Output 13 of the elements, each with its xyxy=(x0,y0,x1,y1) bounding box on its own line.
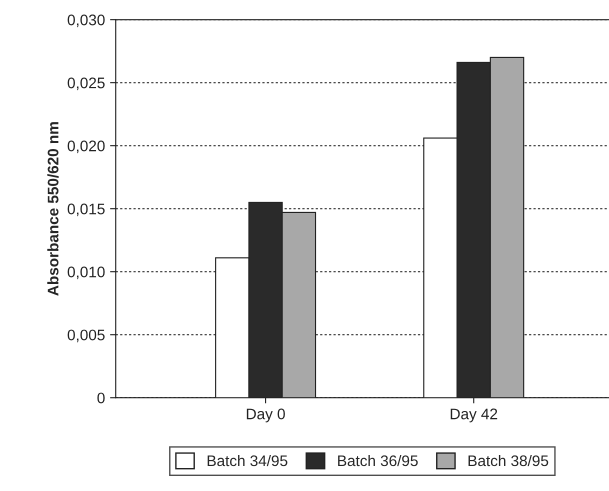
y-tick-label: 0,005 xyxy=(68,330,105,342)
legend-label: Batch 38/95 xyxy=(468,454,548,466)
legend-label: Batch 36/95 xyxy=(338,454,418,466)
y-tick-label: 0,010 xyxy=(68,266,105,280)
y-tick-label: 0,020 xyxy=(68,140,105,154)
x-tick-label: Day 0 xyxy=(246,408,285,422)
y-tick-label: 0 xyxy=(97,392,105,404)
y-axis-title: Absorbance 550/620 nm xyxy=(47,122,59,296)
legend-label: Batch 34/95 xyxy=(208,454,288,466)
x-tick-label: Day 42 xyxy=(450,408,498,422)
y-tick-label: 0,015 xyxy=(68,204,105,216)
y-tick-label: 0,030 xyxy=(68,14,105,28)
y-tick-label: 0,025 xyxy=(68,78,105,90)
